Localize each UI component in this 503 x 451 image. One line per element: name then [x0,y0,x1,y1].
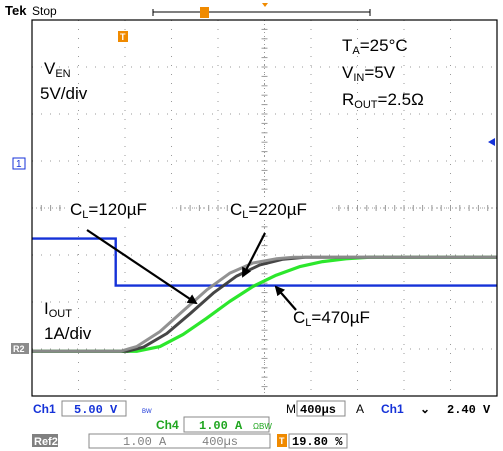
status-bar: Tek Stop [5,3,371,18]
ch1-readout-scale: 5.00 V [74,403,118,417]
brand-label: Tek [5,3,27,18]
timebase-readout: 400µs [300,403,336,417]
ch4-readout-name: Ch4 [156,418,179,432]
ch1-ground-marker: 1 [12,157,26,170]
trigger-position-arrow [262,3,268,7]
trigger-t-marker: T [118,31,128,42]
trigger-level-arrow [488,138,495,146]
graticule-frame [31,19,498,397]
svg-text:CL=120µF: CL=120µF [70,200,147,221]
record-window-marker [200,7,209,18]
ven-label: VEN [44,59,71,80]
ref2-readout-name: Ref2 [34,436,58,448]
svg-text:T: T [120,32,126,42]
ven-scale-label: 5V/div [40,84,88,103]
ref2-badge [32,434,58,447]
svg-text:R2: R2 [13,344,25,354]
acquisition-status: Stop [32,4,57,18]
readout-panel: Ch1 5.00 V BW M 400µs A Ch1 ⌄ 2.40 V Ch4… [32,400,491,449]
ref2-readout-time: 400µs [202,435,238,449]
series-120uf-trace [32,255,497,353]
waveform-traces [32,237,497,353]
trigger-source: Ch1 [381,402,404,416]
enable-trace [32,237,497,287]
ref2-readout-scale: 1.00 A [123,435,167,449]
svg-text:T: T [279,436,285,446]
ch1-readout-coupling: BW [142,409,152,415]
trigger-position-icon: T [277,434,287,447]
ch4-readout-coupling: ΩBW [253,422,272,431]
svg-text:CL=470µF: CL=470µF [293,308,370,329]
iout-label: IOUT [44,299,72,320]
series-label-470uf: CL=470µF [291,306,395,329]
record-position-bar [152,3,371,18]
trigger-mode: A [356,402,364,416]
ch1-readout-name: Ch1 [33,402,56,416]
timebase-prefix: M [286,402,296,416]
iout-scale-label: 1A/div [44,324,92,343]
arrow-470uf [274,285,297,311]
ambient-temperature-label: TA=25°C [342,36,408,57]
output-resistance-label: ROUT=2.5Ω [342,90,424,111]
series-label-220uf: CL=220µF [228,198,332,221]
svg-text:CL=220µF: CL=220µF [230,200,307,221]
trigger-position-readout: 19.80 % [292,435,343,449]
ref2-ground-marker: R2 [11,343,29,354]
trigger-level: 2.40 V [447,403,491,417]
ch4-readout-scale: 1.00 A [199,419,243,433]
trigger-slope: ⌄ [420,402,430,416]
input-voltage-label: VIN=5V [342,63,396,84]
series-label-120uf: CL=120µF [68,198,172,221]
svg-text:1: 1 [16,159,22,170]
arrow-120uf [86,229,198,305]
arrow-220uf [242,232,266,278]
